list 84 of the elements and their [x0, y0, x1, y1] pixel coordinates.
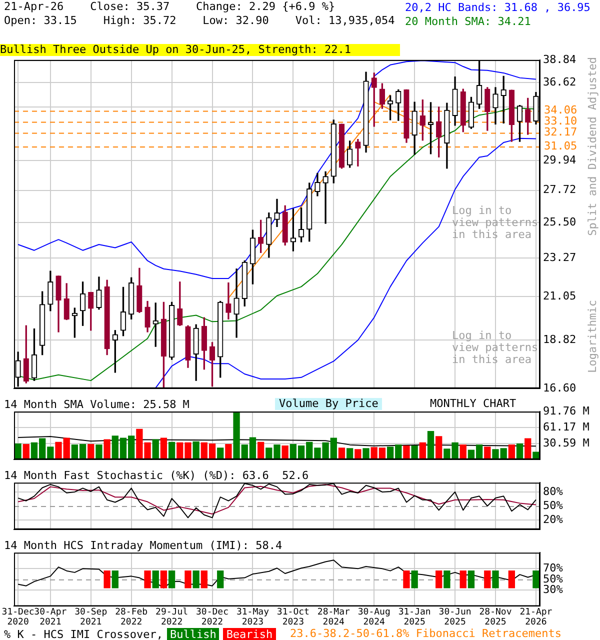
bar	[257, 442, 264, 460]
text: Bullish Three Outside Up on 30-Jun-25, Strength: 22.1	[0, 43, 400, 56]
y-tick-label: 50%	[543, 498, 564, 512]
x-tick-label: 30-Aug 2024	[358, 607, 390, 628]
y-tick-label: 23.27	[543, 250, 576, 264]
chart-subtitle: Open: 33.15 High: 35.72 Low: 32.90 Vol: 13,935,054	[4, 14, 395, 27]
bar	[225, 444, 232, 460]
bar	[516, 443, 524, 460]
bar	[362, 448, 370, 460]
text: MONTHLY CHART	[430, 397, 516, 410]
x-tick-label: 30-Jun 2025	[438, 607, 472, 628]
legend-title: % K - HCS IMI Crossover,	[4, 628, 163, 640]
bar	[508, 444, 516, 460]
annotation: Log in to view patterns in this area	[452, 329, 540, 366]
text: 20,2 HC Bands: 31.68 , 36.95	[405, 1, 590, 14]
bar	[217, 448, 224, 460]
x-tick-label: 31-Jan 2025	[398, 607, 431, 628]
text: Bullish	[166, 628, 220, 640]
bar	[88, 444, 94, 460]
bar	[346, 448, 354, 460]
text: Logarithmic	[586, 300, 599, 373]
bar	[104, 439, 110, 460]
x-tick-label: 30-Apr 2021	[34, 607, 68, 628]
bar	[96, 444, 102, 460]
bar	[152, 439, 159, 460]
x-tick-label: 28-Nov 2025	[479, 607, 512, 628]
x-tick-label: 31-Oct 2023	[276, 607, 310, 628]
bar	[427, 430, 434, 460]
y-tick-label: 27.72	[543, 183, 576, 196]
y-tick-label: 38.84	[543, 52, 576, 66]
annotation: Log in to view patterns in this area	[452, 204, 540, 241]
chart-title: 14 Month SMA Volume: 25.58 M	[4, 398, 190, 411]
y-tick-label: 70%	[543, 562, 564, 575]
x-tick-label: 30-Sep 2021	[74, 607, 108, 628]
bar	[484, 446, 491, 460]
y-tick-label: 21.05	[543, 290, 576, 303]
y-tick-label: 29.94	[543, 153, 576, 166]
bar	[14, 443, 22, 460]
bar	[436, 436, 442, 460]
x-tick-label: 28-Mar 2024	[317, 607, 350, 628]
bar	[22, 444, 30, 460]
y-tick-label: 61.17 M	[543, 420, 590, 434]
bar	[419, 442, 426, 460]
bar	[338, 448, 346, 460]
y-tick-label: 91.76 M	[543, 404, 590, 418]
bar	[282, 446, 288, 460]
y-tick-label: 50%	[543, 572, 564, 586]
x-tick-label: 29-Jul 2022	[156, 607, 188, 628]
chart-title: 14 Month Fast Stochastic (%K) (%D): 63.6 52.6	[4, 469, 309, 482]
y-tick-label: 25.50	[543, 215, 576, 228]
candlestick	[355, 139, 361, 166]
candlestick	[322, 171, 328, 224]
bar	[168, 442, 176, 460]
y-tick-label: 30.59 M	[543, 436, 590, 450]
bar	[354, 449, 362, 460]
bar	[460, 444, 466, 460]
x-tick-label: 21-Apr 2026	[520, 607, 553, 628]
chart-title: 21-Apr-26 Close: 35.37 Change: 2.29 {+6.9 %}	[4, 0, 336, 13]
bar	[403, 446, 410, 460]
text: Volume By Price	[275, 397, 382, 410]
x-tick-label: 28-Feb 2022	[115, 607, 148, 628]
bar	[160, 438, 168, 460]
bar	[524, 438, 532, 460]
ref-line-label: 33.10	[544, 114, 578, 128]
text: 23.6-38.2-50-61.8% Fibonacci Retracements	[290, 627, 562, 640]
y-tick-label: 16.60	[543, 381, 576, 394]
y-tick-label: 80%	[543, 484, 564, 498]
y-tick-label: 18.82	[543, 332, 576, 346]
bar	[411, 446, 418, 460]
y-tick-label: 30%	[543, 582, 564, 596]
y-tick-label: 20%	[543, 512, 564, 526]
x-tick-label: 30-Dec 2022	[196, 607, 229, 628]
bar	[192, 441, 200, 460]
text: 20 Month SMA: 34.21	[405, 15, 532, 28]
y-tick-label: 36.62	[543, 76, 576, 89]
y-axis-title: Split and Dividend Adjusted	[586, 57, 599, 236]
x-tick-label: 31-Dec 2020	[2, 607, 34, 628]
ref-line-label: 32.17	[544, 126, 578, 139]
x-tick-label: 31-May 2023	[236, 607, 270, 628]
candlestick	[234, 268, 240, 338]
ref-line-label: 31.05	[544, 139, 578, 152]
chart-title: 14 Month HCS Intraday Momentum (IMI): 58.4	[4, 539, 282, 552]
ref-line-label: 34.06	[544, 104, 578, 117]
text: Bearish	[223, 628, 276, 640]
